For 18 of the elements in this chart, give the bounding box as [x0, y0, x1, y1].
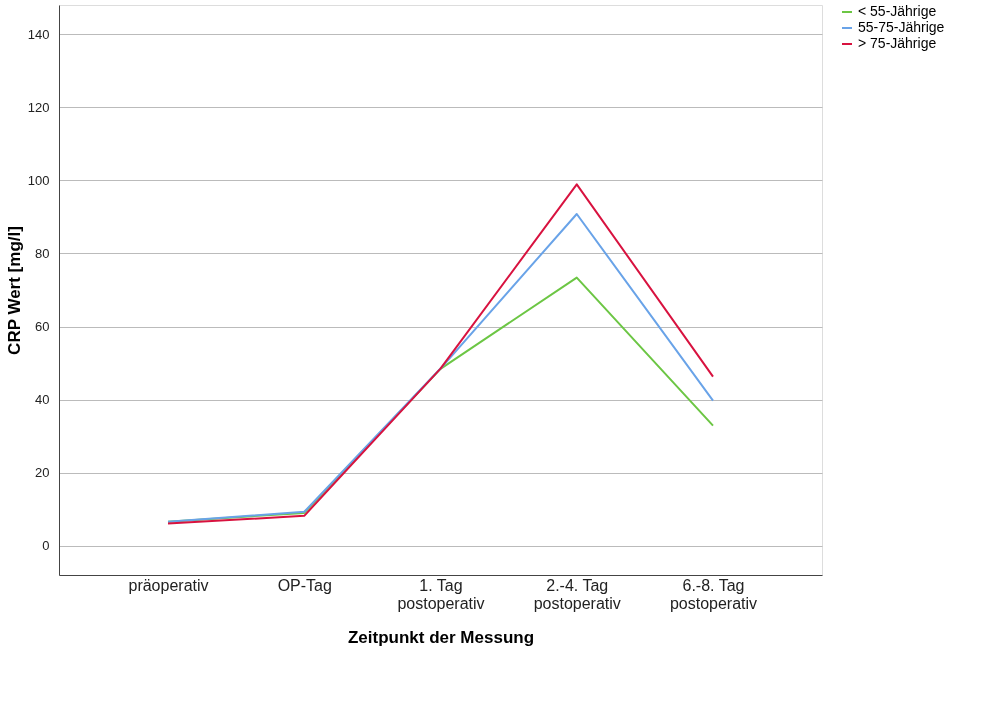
x-tick-label: 6.-8. Tag postoperativ — [669, 576, 758, 612]
legend-label: > 75-Jährige — [858, 35, 937, 51]
x-tick-label: präoperativ — [128, 576, 209, 594]
y-tick-label: 80 — [35, 245, 50, 261]
y-tick-label: 100 — [27, 172, 50, 188]
legend-label: 55-75-Jährige — [858, 19, 945, 35]
y-axis-title: CRP Wert [mg/l] — [4, 226, 24, 355]
y-tick-label: 140 — [27, 26, 50, 42]
x-tick-label: OP-Tag — [277, 576, 332, 594]
x-tick-label: 1. Tag postoperativ — [397, 576, 485, 612]
x-axis-title: Zeitpunkt der Messung — [347, 627, 535, 647]
y-tick-label: 0 — [42, 538, 50, 554]
y-tick-label: 20 — [35, 465, 50, 481]
y-tick-label: 40 — [35, 392, 50, 408]
y-tick-label: 60 — [35, 319, 50, 335]
y-tick-label: 120 — [27, 99, 50, 115]
legend-label: < 55-Jährige — [858, 3, 937, 19]
x-tick-label: 2.-4. Tag postoperativ — [533, 576, 621, 612]
